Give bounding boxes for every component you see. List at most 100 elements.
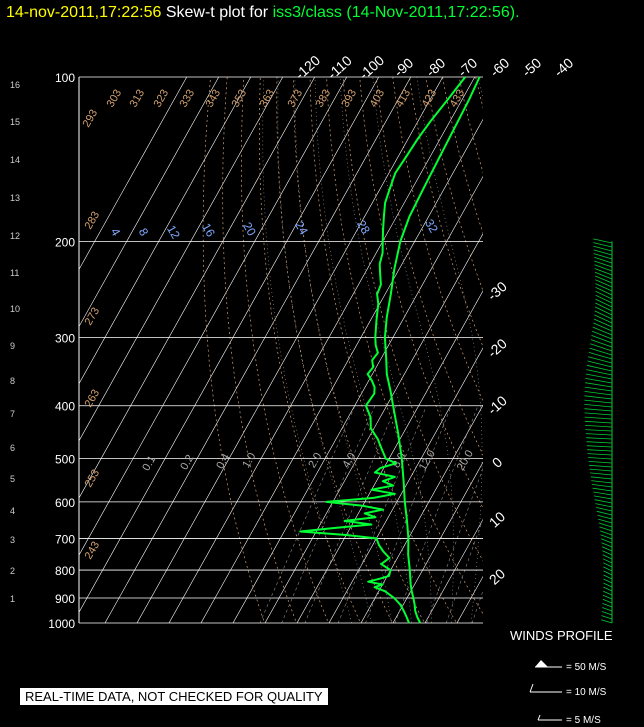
isotherm-tick-label: 10: [486, 508, 508, 530]
isotherm-line: [104, 77, 412, 623]
wind-barb: [585, 382, 613, 388]
wind-barb: [586, 445, 613, 448]
pressure-tick-label: 1000: [48, 617, 75, 631]
wind-barb: [596, 510, 613, 516]
isotherm-tick-label: -40: [551, 54, 577, 80]
height-tick-label: 12: [10, 231, 20, 241]
mixing-ratio-label: 4.0: [340, 451, 358, 470]
dry-adiabat-label: 423: [420, 88, 440, 110]
mixing-ratio-line: [394, 405, 479, 623]
wind-barb: [597, 514, 613, 520]
dry-adiabat-line: [202, 77, 265, 623]
pressure-tick-label: 800: [55, 564, 75, 578]
dry-adiabat-label: 343: [204, 88, 224, 110]
mixing-ratio-label: 4: [108, 226, 124, 239]
temperature-line: [383, 76, 481, 624]
wind-barb: [594, 310, 613, 320]
wind-barb: [584, 420, 613, 424]
height-tick-label: 11: [10, 268, 19, 278]
wind-legend-pennant-icon: [535, 660, 548, 667]
wind-barb: [602, 554, 613, 560]
wind-barb: [586, 441, 613, 444]
mixing-ratio-label: 8: [136, 226, 152, 239]
wind-barb: [595, 287, 613, 296]
isotherm-tick-label: -110: [324, 52, 355, 82]
wind-barb: [589, 468, 613, 472]
wind-barb: [593, 238, 613, 244]
wind-barb: [599, 526, 613, 532]
isotherm-line: [424, 518, 483, 623]
height-tick-label: 4: [10, 506, 15, 516]
wind-barb: [596, 507, 613, 512]
wind-barb: [587, 449, 613, 452]
dry-adiabat-label: 303: [105, 88, 125, 110]
dry-adiabat-line: [293, 77, 425, 623]
wind-barb: [587, 360, 613, 368]
wind-barb: [595, 275, 613, 284]
wind-barb: [593, 322, 613, 332]
wind-barb: [593, 318, 613, 328]
wind-barb: [601, 542, 613, 548]
moist-adiabat-line: [262, 77, 352, 623]
dry-adiabat-label: 413: [394, 88, 414, 110]
wind-barb: [594, 314, 613, 324]
wind-barb: [598, 518, 613, 524]
height-tick-label: 15: [10, 117, 20, 127]
dry-adiabat-line: [409, 77, 483, 348]
wind-barb: [586, 364, 613, 372]
height-tick-label: 1: [10, 594, 15, 604]
wind-barb: [601, 546, 613, 552]
isotherm-tick-label: -120: [292, 52, 324, 83]
isotherm-line: [296, 290, 483, 623]
wind-barb: [584, 408, 613, 412]
wind-barb: [595, 298, 613, 308]
wind-barb: [584, 404, 613, 408]
height-tick-label: 7: [10, 409, 15, 419]
height-tick-label: 6: [10, 443, 15, 453]
dry-adiabat-line: [458, 77, 483, 174]
isotherm-tick-label: -20: [484, 335, 510, 361]
dry-adiabat-label: 263: [83, 388, 103, 410]
height-tick-label: 9: [10, 341, 15, 351]
wind-barb: [591, 484, 613, 488]
pressure-tick-label: 400: [55, 400, 75, 414]
isotherm-line: [79, 77, 252, 385]
wind-barb: [588, 461, 613, 464]
dry-adiabat-line: [475, 77, 483, 109]
wind-barb: [586, 437, 613, 440]
mixing-ratio-label: 12: [164, 223, 183, 242]
wind-legend-50: = 50 M/S: [566, 662, 607, 673]
isotherm-line: [585, 77, 644, 623]
wind-barb: [594, 306, 613, 316]
wind-legend-full-barb-icon: [529, 683, 534, 693]
isotherm-line: [79, 77, 316, 499]
wind-barb: [586, 369, 613, 376]
wind-barb: [592, 330, 613, 340]
height-tick-label: 8: [10, 376, 15, 386]
isotherm-line: [200, 118, 483, 623]
wind-barb: [585, 373, 613, 380]
title-datetime: 14-nov-2011,17:22:56: [6, 4, 162, 21]
isotherm-line: [136, 77, 444, 623]
wind-barb: [600, 534, 613, 540]
mixing-ratio-label: 0.4: [214, 452, 232, 471]
label-layer: 1002003004005006007008009001000123456789…: [10, 52, 576, 631]
wind-barb: [603, 562, 613, 568]
dry-adiabat-label: 433: [448, 88, 468, 110]
dry-adiabat-line: [241, 77, 329, 623]
mixing-ratio-label: 0.2: [178, 453, 196, 472]
pressure-tick-label: 500: [55, 453, 75, 467]
title-period: .: [515, 4, 520, 21]
mixing-ratio-label: 24: [292, 219, 311, 238]
winds-profile-layer: [529, 238, 613, 721]
wind-barb: [598, 522, 613, 528]
wind-legend-5: = 5 M/S: [566, 715, 601, 726]
mixing-ratio-line: [304, 405, 397, 623]
dry-adiabat-label: 313: [128, 88, 148, 110]
dry-adiabat-line: [276, 77, 393, 623]
dry-adiabat-line: [525, 77, 644, 635]
moist-adiabat-line: [416, 77, 483, 623]
wind-barb: [589, 464, 613, 468]
isotherm-line: [328, 347, 483, 623]
isotherm-line: [521, 77, 644, 623]
